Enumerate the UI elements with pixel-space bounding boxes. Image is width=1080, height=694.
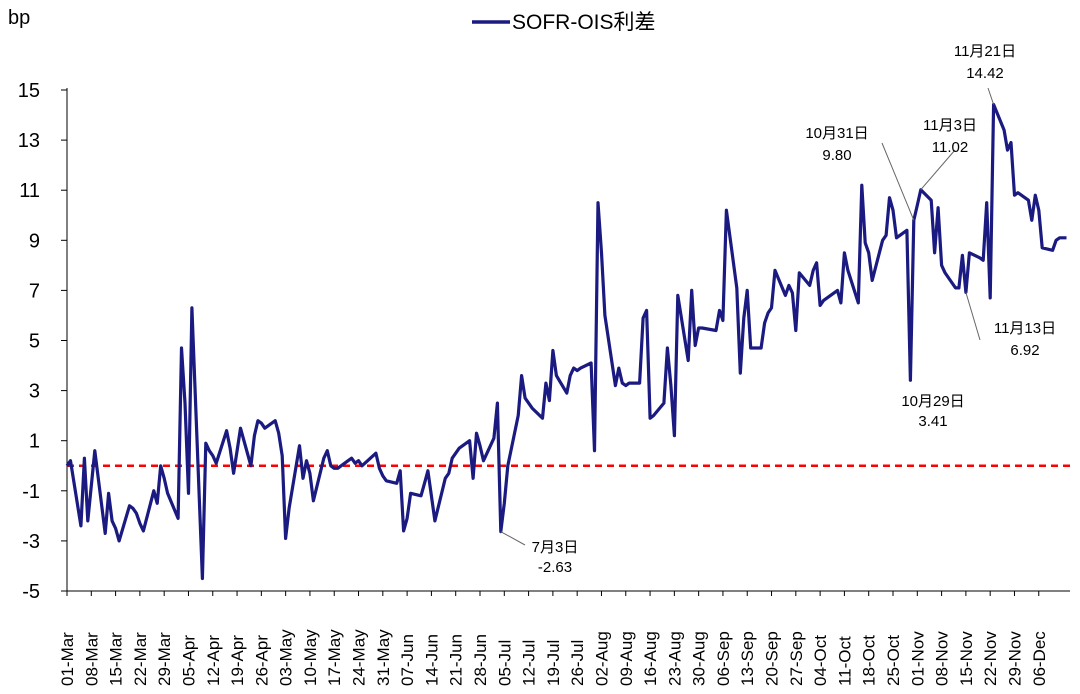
y-axis-unit: bp bbox=[8, 7, 30, 29]
y-tick-label: 9 bbox=[29, 230, 40, 252]
x-tick-label: 22-Nov bbox=[981, 631, 1000, 686]
x-tick-label: 05-Jul bbox=[495, 640, 514, 686]
y-tick-label: 1 bbox=[29, 431, 40, 453]
x-tick-label: 19-Apr bbox=[228, 635, 247, 686]
x-tick-label: 06-Sep bbox=[714, 631, 733, 686]
x-tick-label: 30-Aug bbox=[690, 631, 709, 686]
x-tick-label: 18-Oct bbox=[860, 635, 879, 686]
x-tick-label: 08-Mar bbox=[82, 632, 101, 686]
legend-label: SOFR-OIS利差 bbox=[512, 11, 656, 34]
y-tick-label: 11 bbox=[19, 180, 40, 202]
x-tick-label: 26-Jul bbox=[568, 640, 587, 686]
x-tick-label: 28-Jun bbox=[471, 634, 490, 686]
y-tick-label: -1 bbox=[22, 481, 40, 503]
x-tick-label: 17-May bbox=[325, 629, 344, 686]
y-tick-label: -3 bbox=[22, 531, 40, 553]
x-tick-label: 19-Jul bbox=[544, 640, 563, 686]
legend: SOFR-OIS利差 bbox=[472, 11, 656, 34]
x-tick-label: 12-Apr bbox=[204, 635, 223, 686]
y-tick-label: 7 bbox=[29, 280, 40, 302]
annotation-date: 11月3日 bbox=[923, 117, 977, 134]
x-tick-label: 22-Mar bbox=[131, 632, 150, 686]
x-tick-label: 14-Jun bbox=[422, 634, 441, 686]
y-tick-label: 13 bbox=[18, 130, 40, 152]
y-axis: 15 13 11 9 7 5 3 1 -1 -3 -5 bbox=[18, 80, 68, 603]
y-tick-label: 5 bbox=[29, 331, 40, 353]
x-axis: 01-Mar 08-Mar 15-Mar 22-Mar 29-Mar 05-Apr 12-A… bbox=[58, 590, 1070, 686]
x-tick-label: 10-May bbox=[301, 629, 320, 686]
x-tick-label: 29-Nov bbox=[1005, 631, 1024, 686]
x-tick-label: 03-May bbox=[277, 629, 296, 686]
x-tick-label: 25-Oct bbox=[884, 635, 903, 686]
series-line bbox=[65, 102, 1067, 581]
x-tick-label: 11-Oct bbox=[835, 636, 854, 686]
x-tick-label: 29-Mar bbox=[155, 632, 174, 686]
x-tick-label: 01-Nov bbox=[908, 631, 927, 686]
x-tick-label: 15-Nov bbox=[957, 631, 976, 686]
annotation-leader bbox=[987, 87, 995, 105]
x-tick-label: 05-Apr bbox=[179, 635, 198, 686]
x-tick-label: 27-Sep bbox=[787, 631, 806, 686]
annotation-value: 9.80 bbox=[822, 147, 851, 164]
x-tick-label: 23-Aug bbox=[665, 631, 684, 686]
annotation-leader bbox=[500, 531, 526, 546]
x-tick-label: 09-Aug bbox=[617, 631, 636, 686]
annotation-value: -2.63 bbox=[538, 559, 572, 576]
annotation-value: 6.92 bbox=[1010, 342, 1039, 359]
annotation-leader bbox=[920, 149, 956, 191]
x-tick-label: 24-May bbox=[350, 629, 369, 686]
annotation-value: 11.02 bbox=[932, 139, 968, 156]
annotation-value: 3.41 bbox=[918, 413, 947, 430]
annotation-date: 7月3日 bbox=[532, 539, 579, 556]
x-tick-label: 26-Apr bbox=[252, 635, 271, 686]
annotations: 7月3日 -2.63 10月29日 3.41 10月31日 9.80 11月3日 11.02 1… bbox=[500, 43, 1056, 576]
y-tick-label: 15 bbox=[18, 80, 40, 102]
annotation-leader bbox=[965, 292, 981, 341]
x-tick-label: 21-Jun bbox=[447, 634, 466, 686]
x-tick-label: 08-Nov bbox=[933, 631, 952, 686]
x-tick-label: 16-Aug bbox=[641, 631, 660, 686]
x-tick-label: 07-Jun bbox=[398, 634, 417, 686]
annotation-date: 11月13日 bbox=[994, 320, 1056, 337]
annotation-date: 10月31日 bbox=[805, 125, 868, 142]
annotation-date: 10月29日 bbox=[901, 393, 964, 410]
y-tick-label: 3 bbox=[29, 381, 40, 403]
x-tick-label: 31-May bbox=[374, 629, 393, 686]
annotation-date: 11月21日 bbox=[954, 43, 1016, 60]
x-tick-label: 15-Mar bbox=[107, 632, 126, 686]
x-tick-label: 04-Oct bbox=[811, 635, 830, 686]
y-tick-label: -5 bbox=[22, 581, 40, 603]
x-tick-label: 02-Aug bbox=[592, 631, 611, 686]
series-layer bbox=[65, 102, 1067, 581]
x-tick-label: 06-Dec bbox=[1030, 631, 1049, 686]
x-tick-label: 12-Jul bbox=[520, 640, 539, 686]
annotation-leader bbox=[881, 142, 915, 221]
annotation-value: 14.42 bbox=[966, 65, 1004, 82]
x-tick-label: 13-Sep bbox=[738, 631, 757, 686]
x-tick-label: 20-Sep bbox=[763, 631, 782, 686]
x-tick-label: 01-Mar bbox=[58, 632, 77, 686]
